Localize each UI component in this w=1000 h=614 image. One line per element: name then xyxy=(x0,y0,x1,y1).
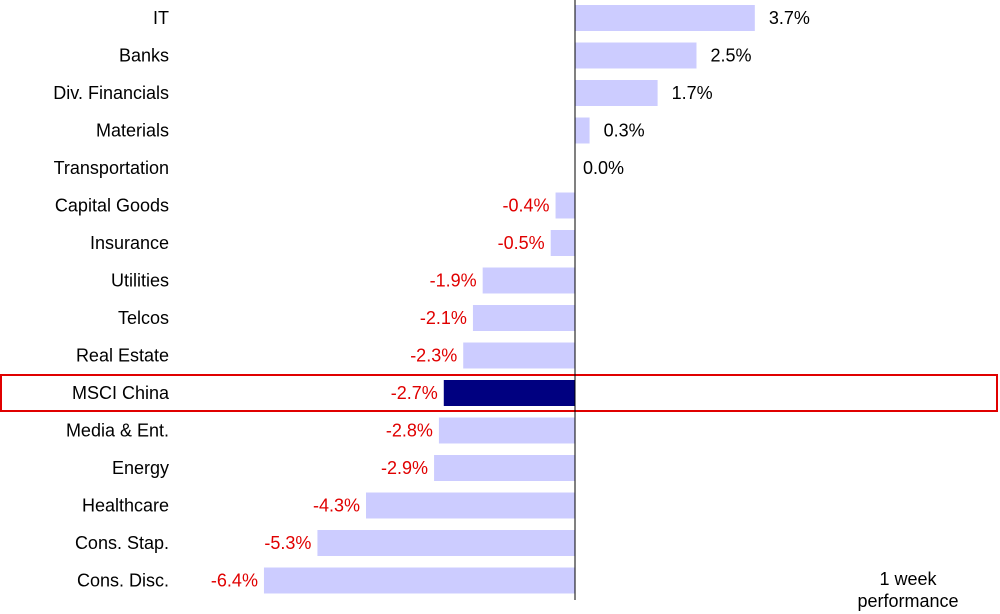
bar-cons-disc xyxy=(263,567,575,594)
value-label-insurance: -0.5% xyxy=(498,233,545,253)
category-label-msci-china: MSCI China xyxy=(72,383,170,403)
category-label-it: IT xyxy=(153,8,169,28)
category-label-materials: Materials xyxy=(96,121,169,141)
bar-healthcare xyxy=(366,492,575,519)
chart-caption: 1 week performance xyxy=(838,568,978,612)
value-label-div-financials: 1.7% xyxy=(672,83,713,103)
value-label-energy: -2.9% xyxy=(381,458,428,478)
bar-cons-stap xyxy=(317,530,575,556)
value-label-cons-stap: -5.3% xyxy=(264,533,311,553)
value-label-healthcare: -4.3% xyxy=(313,496,360,516)
bar-msci-china xyxy=(443,380,575,406)
category-label-energy: Energy xyxy=(112,458,169,478)
category-label-transportation: Transportation xyxy=(54,158,169,178)
category-label-media-ent: Media & Ent. xyxy=(66,421,169,441)
value-label-it: 3.7% xyxy=(769,8,810,28)
caption-line-2: performance xyxy=(857,591,959,611)
category-label-cons-stap: Cons. Stap. xyxy=(75,533,169,553)
value-label-capital-goods: -0.4% xyxy=(503,196,550,216)
value-label-media-ent: -2.8% xyxy=(386,421,433,441)
category-label-capital-goods: Capital Goods xyxy=(55,196,169,216)
value-label-cons-disc: -6.4% xyxy=(211,571,258,591)
bar-div-financials xyxy=(575,80,658,106)
category-label-healthcare: Healthcare xyxy=(82,496,169,516)
value-label-materials: 0.3% xyxy=(604,121,645,141)
bar-media-ent xyxy=(438,417,575,444)
bar-capital-goods xyxy=(555,192,575,219)
category-label-banks: Banks xyxy=(119,46,169,66)
category-label-div-financials: Div. Financials xyxy=(53,83,169,103)
value-label-msci-china: -2.7% xyxy=(391,383,438,403)
category-label-telcos: Telcos xyxy=(118,308,169,328)
bar-real-estate xyxy=(463,342,575,369)
category-label-utilities: Utilities xyxy=(111,271,169,291)
bar-banks xyxy=(575,42,697,69)
caption-line-1: 1 week xyxy=(879,569,937,589)
value-label-telcos: -2.1% xyxy=(420,308,467,328)
bar-insurance xyxy=(550,230,575,256)
bar-energy xyxy=(434,455,575,481)
category-label-real-estate: Real Estate xyxy=(76,346,169,366)
value-label-banks: 2.5% xyxy=(711,46,752,66)
highlight-box xyxy=(0,374,998,412)
value-label-utilities: -1.9% xyxy=(430,271,477,291)
bar-utilities xyxy=(482,267,575,294)
category-label-cons-disc: Cons. Disc. xyxy=(77,571,169,591)
value-label-real-estate: -2.3% xyxy=(410,346,457,366)
value-label-transportation: 0.0% xyxy=(583,158,624,178)
bar-telcos xyxy=(472,305,575,331)
bar-materials xyxy=(575,117,590,144)
bar-it xyxy=(575,5,755,31)
category-label-insurance: Insurance xyxy=(90,233,169,253)
